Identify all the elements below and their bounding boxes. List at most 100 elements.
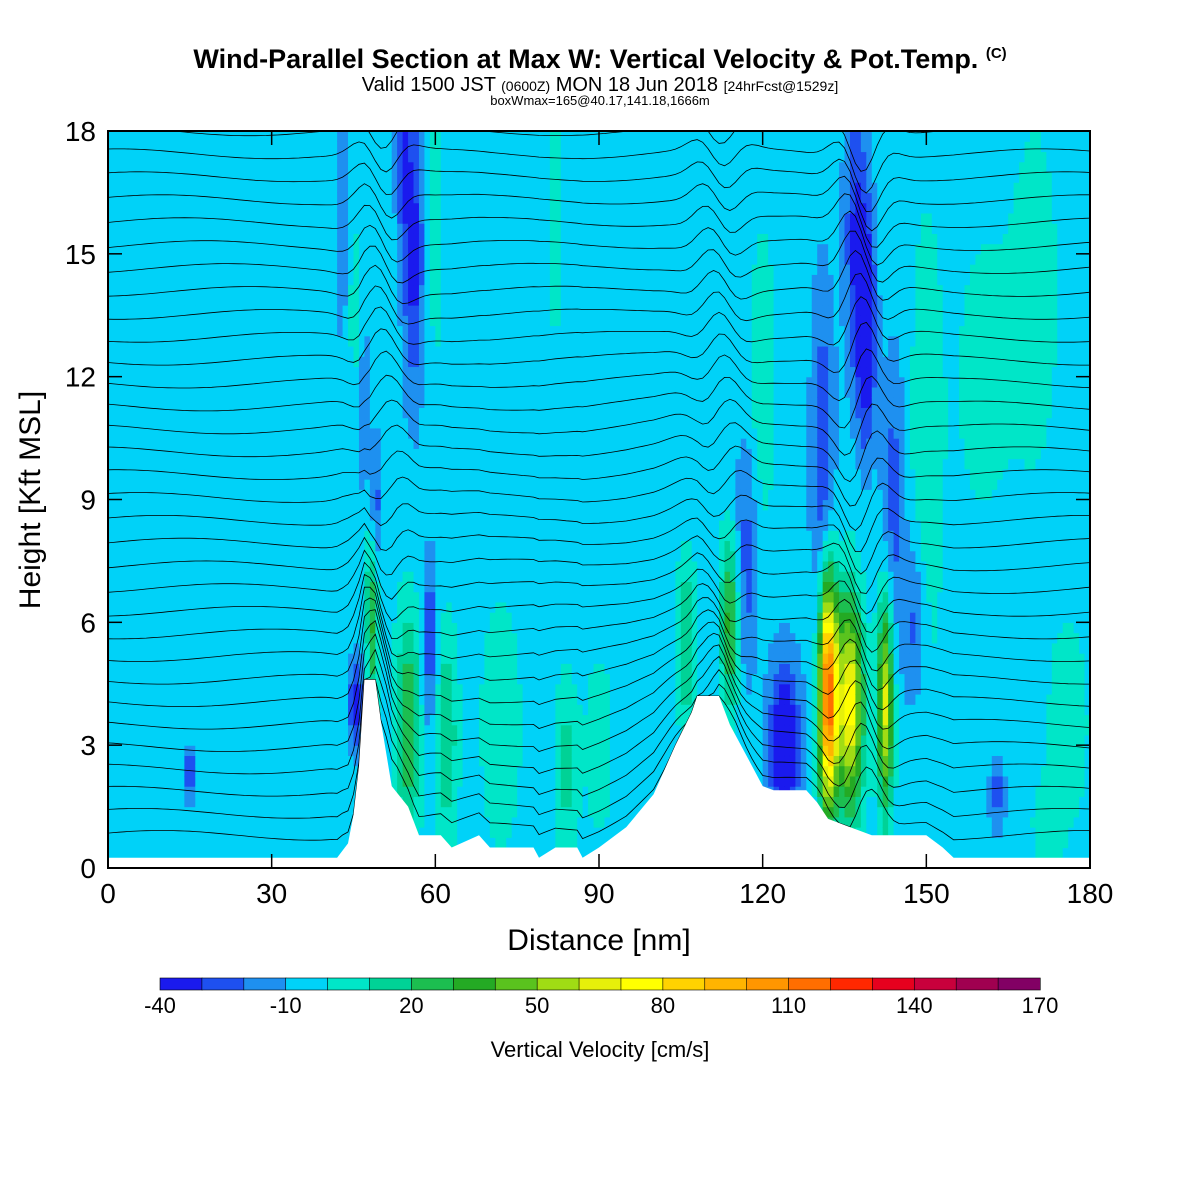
velocity-cell (118, 223, 125, 234)
velocity-cell (326, 683, 333, 695)
velocity-cell (195, 560, 202, 572)
velocity-cell (238, 489, 245, 501)
velocity-cell (195, 479, 202, 490)
velocity-cell (446, 509, 453, 521)
velocity-cell (468, 356, 475, 368)
velocity-cell (337, 438, 344, 449)
velocity-cell (424, 714, 431, 726)
velocity-cell (200, 131, 207, 142)
velocity-cell (233, 734, 240, 746)
velocity-cell (135, 294, 142, 306)
velocity-cell (440, 509, 447, 521)
velocity-cell (157, 591, 164, 603)
velocity-cell (478, 335, 486, 347)
velocity-cell (397, 315, 404, 327)
velocity-cell (244, 284, 251, 296)
velocity-cell (173, 151, 180, 163)
velocity-cell (402, 499, 409, 511)
velocity-cell (249, 253, 256, 265)
velocity-cell (353, 745, 360, 757)
velocity-cell (173, 397, 180, 408)
velocity-cell (108, 468, 115, 480)
velocity-cell (178, 151, 185, 163)
velocity-cell (446, 171, 453, 183)
velocity-cell (413, 223, 420, 234)
velocity-cell (337, 151, 344, 163)
velocity-cell (353, 397, 360, 408)
velocity-cell (255, 591, 262, 603)
velocity-cell (315, 530, 322, 542)
velocity-cell (189, 171, 196, 183)
velocity-cell (342, 796, 349, 808)
velocity-cell (135, 601, 142, 613)
velocity-cell (424, 448, 431, 460)
velocity-cell (113, 653, 120, 664)
velocity-cell (217, 161, 224, 173)
velocity-cell (244, 765, 251, 777)
velocity-cell (462, 755, 469, 767)
velocity-cell (228, 530, 235, 542)
velocity-cell (429, 141, 436, 153)
velocity-cell (424, 581, 431, 593)
velocity-cell (468, 591, 475, 603)
velocity-cell (386, 386, 393, 398)
velocity-cell (369, 458, 376, 470)
velocity-cell (228, 305, 235, 316)
velocity-cell (402, 468, 409, 480)
velocity-cell (282, 786, 289, 797)
velocity-cell (446, 448, 453, 460)
velocity-cell (337, 745, 344, 757)
velocity-cell (282, 427, 289, 439)
velocity-cell (195, 806, 202, 818)
velocity-cell (118, 591, 125, 603)
velocity-cell (113, 581, 120, 593)
velocity-cell (151, 335, 158, 347)
velocity-cell (157, 581, 164, 593)
velocity-cell (413, 775, 420, 787)
velocity-cell (206, 335, 213, 347)
velocity-cell (451, 192, 458, 204)
velocity-cell (457, 755, 464, 767)
velocity-cell (429, 182, 436, 194)
velocity-cell (151, 141, 158, 153)
velocity-cell (135, 827, 142, 838)
velocity-cell (337, 335, 344, 347)
velocity-cell (320, 806, 327, 818)
velocity-cell (238, 642, 245, 654)
velocity-cell (462, 305, 469, 316)
velocity-cell (200, 560, 207, 572)
velocity-cell (380, 642, 387, 654)
velocity-cell (326, 131, 333, 142)
velocity-cell (391, 397, 398, 408)
velocity-cell (249, 386, 256, 398)
velocity-cell (157, 796, 164, 808)
velocity-cell (320, 427, 327, 439)
velocity-cell (304, 509, 311, 521)
velocity-cell (418, 560, 426, 572)
velocity-cell (342, 448, 349, 460)
velocity-cell (168, 489, 175, 501)
velocity-cell (108, 438, 115, 449)
velocity-cell (135, 540, 142, 552)
velocity-cell (260, 274, 267, 286)
velocity-cell (233, 673, 240, 685)
velocity-cell (151, 499, 158, 511)
velocity-cell (157, 489, 164, 501)
velocity-cell (260, 816, 267, 828)
velocity-cell (200, 438, 207, 449)
velocity-cell (429, 407, 436, 419)
velocity-cell (178, 376, 185, 388)
velocity-cell (462, 386, 469, 398)
velocity-cell (173, 253, 180, 265)
velocity-cell (369, 356, 376, 368)
velocity-cell (451, 775, 458, 787)
velocity-cell (173, 264, 180, 275)
velocity-cell (298, 161, 305, 173)
velocity-cell (375, 315, 382, 327)
velocity-cell (375, 376, 382, 388)
velocity-cell (189, 499, 196, 511)
velocity-cell (288, 438, 295, 449)
velocity-cell (157, 131, 164, 142)
velocity-cell (397, 305, 404, 316)
velocity-cell (337, 765, 344, 777)
